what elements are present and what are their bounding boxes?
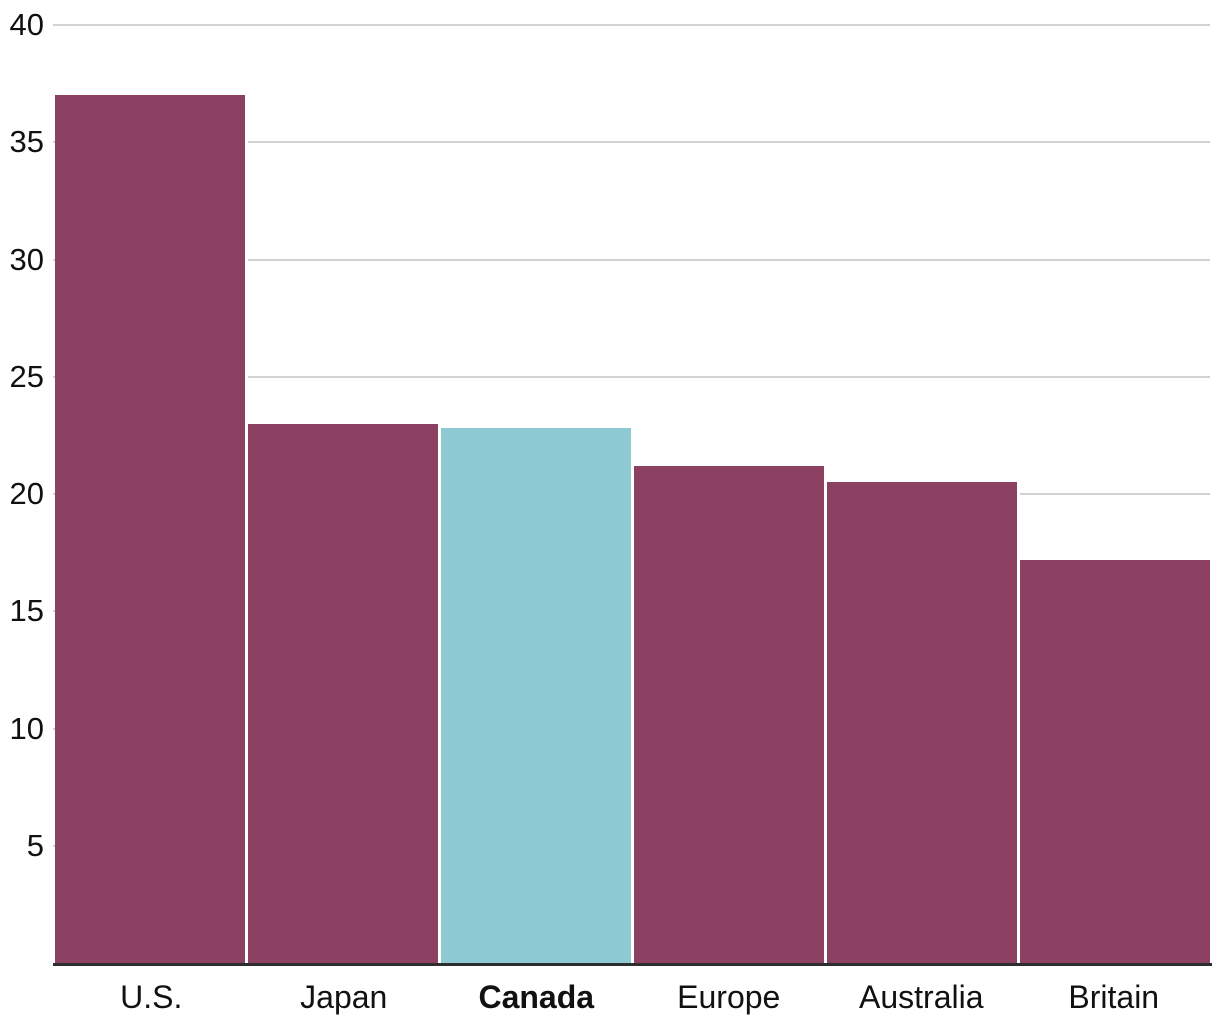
bar-australia	[827, 482, 1020, 963]
bar-japan	[248, 423, 441, 963]
x-category-label-canada: Canada	[478, 979, 595, 1015]
bar-europe	[634, 465, 827, 963]
y-tick-label-30: 30	[9, 241, 44, 277]
y-tick-label-15: 15	[9, 593, 44, 629]
gridline-30	[53, 258, 1210, 261]
x-axis-labels: U.S. Japan Canada Europe Australia Britain	[55, 977, 1210, 1017]
y-tick-label-35: 35	[9, 124, 44, 160]
x-category-label-europe: Europe	[677, 979, 781, 1015]
y-tick-label-5: 5	[26, 827, 44, 863]
plot-area	[55, 25, 1210, 963]
gridline-35	[53, 141, 1210, 144]
x-category-label-britain: Britain	[1068, 979, 1160, 1015]
x-axis-line	[53, 963, 1212, 966]
gridline-25	[53, 375, 1210, 378]
bar-canada	[441, 428, 634, 963]
bar-britain	[1020, 559, 1210, 963]
x-category-label-us: U.S.	[120, 979, 183, 1015]
gridline-40	[53, 24, 1210, 26]
x-category-label-japan: Japan	[300, 979, 388, 1015]
x-category-label-australia: Australia	[859, 979, 984, 1015]
y-tick-label-10: 10	[9, 710, 44, 746]
y-tick-label-25: 25	[9, 358, 44, 394]
bar-us	[55, 95, 248, 963]
y-tick-label-20: 20	[9, 476, 44, 511]
y-tick-label-40: 40	[9, 7, 44, 42]
